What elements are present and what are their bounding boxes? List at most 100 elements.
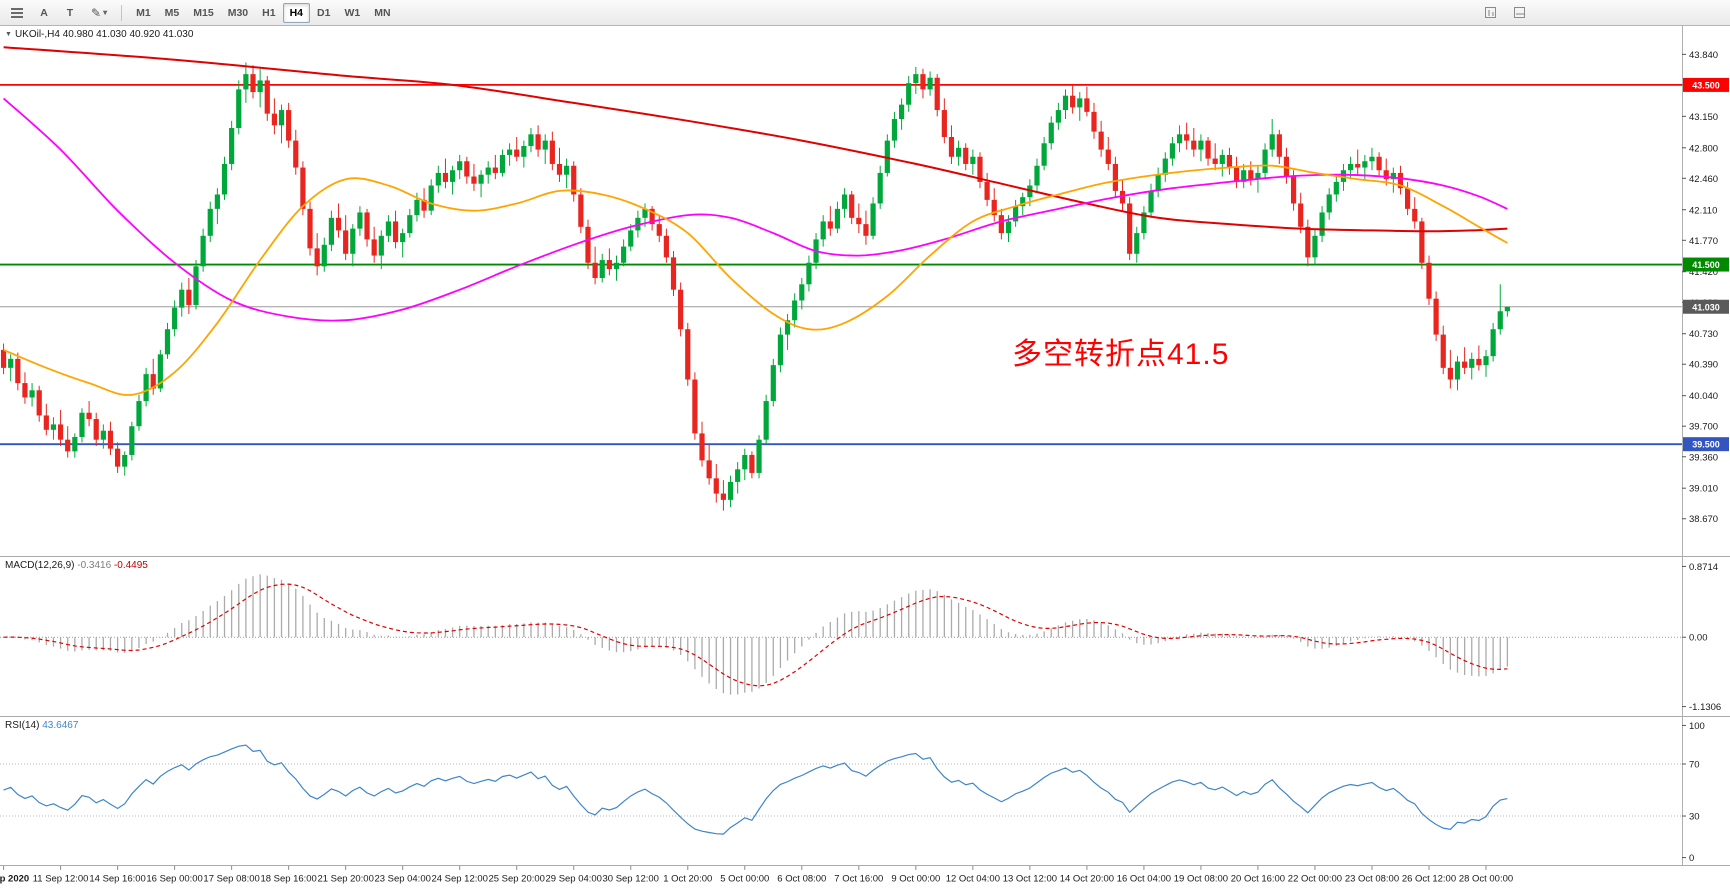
draw-tool-button[interactable]: ✎ ▾ [84,3,114,23]
svg-text:39.500: 39.500 [1692,440,1720,450]
svg-text:70: 70 [1689,759,1700,770]
time-label: 7 Oct 16:00 [834,874,883,884]
time-label: 16 Sep 00:00 [146,874,202,884]
chart-annotation[interactable]: 多空转折点41.5 [1012,338,1230,371]
macd-signal-line [3,583,1508,687]
svg-text:0: 0 [1689,853,1694,864]
time-label: 21 Sep 20:00 [317,874,373,884]
rsi-value: 43.6467 [42,720,79,731]
bid-price-badge [1683,299,1729,314]
chevron-down-icon: ▾ [103,8,108,17]
macd-axis[interactable]: 0.8714 0.00 -1.1306 [1682,562,1721,713]
time-label: 23 Sep 04:00 [374,874,430,884]
pencil-icon: ✎ [91,5,102,20]
timeframe-button-d1[interactable]: D1 [317,6,331,19]
svg-text:41.500: 41.500 [1692,260,1720,270]
price-badge-39.500 [1683,437,1729,452]
svg-text:38.670: 38.670 [1689,514,1718,525]
svg-text:42.800: 42.800 [1689,143,1718,154]
time-label: 16 Oct 04:00 [1117,874,1171,884]
timeframe-button-mn[interactable]: MN [374,6,391,19]
svg-text:39.700: 39.700 [1689,422,1718,433]
time-label: 13 Oct 12:00 [1003,874,1057,884]
collapse-arrow-icon[interactable]: ▼ [5,31,12,38]
auto-scroll-button[interactable] [1507,2,1532,22]
svg-text:40.390: 40.390 [1689,360,1718,371]
auto-scroll-icon [1514,6,1525,18]
time-label: 6 Oct 08:00 [777,874,826,884]
toolbar-extra-group [1478,2,1532,22]
rsi-canvas: 100 70 30 0 [0,717,1705,865]
rsi-line [3,744,1508,835]
time-label: 14 Oct 20:00 [1060,874,1114,884]
price-axis[interactable]: 43.840 43.500 43.150 42.800 42.460 42.110 41.7… [1682,50,1718,525]
macd-indicator-panel[interactable]: 0.8714 0.00 -1.1306 MACD(12,26,9) -0.3416 … [0,556,1730,716]
svg-text:100: 100 [1689,721,1705,732]
macd-main-value: -0.3416 [77,560,112,571]
price-badge-43.500 [1683,77,1729,92]
price-badges: 43.500 41.500 39.500 41.030 [1683,77,1729,452]
time-label: 5 Oct 00:00 [720,874,769,884]
macd-histogram [10,574,1509,695]
rsi-name: RSI(14) [5,720,40,731]
text-tool-button[interactable]: A [40,6,48,19]
time-label: 17 Sep 08:00 [203,874,259,884]
svg-text:-1.1306: -1.1306 [1689,702,1721,713]
horizontal-lines[interactable] [0,84,1682,446]
timeframe-group: M1 M5 M15 M30 H1 H4 D1 W1 MN [129,2,397,23]
svg-text:39.360: 39.360 [1689,452,1718,463]
moving-averages [2,46,1508,396]
menu-icon [11,6,23,20]
ma-mid-line [2,97,1508,322]
timeframe-button-m1[interactable]: M1 [136,6,151,19]
chart-symbol-title: ▼ UKOil-,H4 40.980 41.030 40.920 41.030 [5,29,193,40]
price-chart-canvas[interactable]: 43.840 43.500 43.150 42.800 42.460 42.110 41.7… [0,26,1730,556]
timeframe-button-m5[interactable]: M5 [164,6,180,19]
symbol-ohlc-text: UKOil-,H4 40.980 41.030 40.920 41.030 [14,29,194,40]
time-label: 30 Sep 12:00 [603,874,659,884]
svg-text:43.840: 43.840 [1689,50,1718,61]
toolbar-separator [121,4,123,21]
svg-text:42.110: 42.110 [1689,205,1717,216]
menu-button[interactable] [4,3,30,23]
ma-slow-line [3,46,1508,233]
time-label: 22 Oct 00:00 [1288,874,1342,884]
svg-text:40.730: 40.730 [1689,329,1718,340]
time-label: 19 Oct 08:00 [1174,874,1228,884]
chart-shift-icon [1485,6,1496,18]
macd-name: MACD(12,26,9) [5,560,75,571]
price-chart-panel[interactable]: 43.840 43.500 43.150 42.800 42.460 42.110 41.7… [0,26,1730,556]
svg-text:41.030: 41.030 [1692,302,1720,312]
macd-label: MACD(12,26,9) -0.3416 -0.4495 [5,560,148,571]
svg-text:40.040: 40.040 [1689,391,1718,402]
timeframe-button-m15[interactable]: M15 [193,6,214,19]
timeframe-button-h1[interactable]: H1 [262,6,276,19]
time-label: 26 Oct 12:00 [1402,874,1456,884]
timeframe-button-m30[interactable]: M30 [227,6,249,19]
macd-signal-value: -0.4495 [113,560,148,571]
macd-canvas: 0.8714 0.00 -1.1306 [0,557,1721,716]
time-label: 11 Sep 12:00 [33,874,89,884]
candles-layer [0,62,1510,511]
time-label: 23 Oct 08:00 [1345,874,1399,884]
rsi-axis[interactable]: 100 70 30 0 [1682,721,1705,864]
svg-text:43.500: 43.500 [1692,80,1720,90]
svg-text:43.150: 43.150 [1689,112,1718,123]
svg-text:0.8714: 0.8714 [1689,562,1718,573]
chart-toolbar: A T ✎ ▾ M1 M5 M15 M30 H1 H4 D1 W1 MN [0,0,1730,26]
time-label: 12 Oct 04:00 [946,874,1000,884]
timeframe-button-h4[interactable]: H4 [282,2,311,23]
label-tool-button[interactable]: T [66,6,74,19]
timeframe-button-w1[interactable]: W1 [344,6,361,19]
time-label: 20 Oct 16:00 [1231,874,1285,884]
chart-shift-button[interactable] [1478,2,1503,22]
rsi-label: RSI(14) 43.6467 [5,720,78,731]
time-label: 24 Sep 12:00 [431,874,487,884]
time-label: 29 Sep 04:00 [546,874,602,884]
rsi-indicator-panel[interactable]: 100 70 30 0 RSI(14) 43.6467 [0,716,1730,865]
svg-text:0.00: 0.00 [1689,633,1707,644]
svg-text:41.770: 41.770 [1689,236,1718,247]
